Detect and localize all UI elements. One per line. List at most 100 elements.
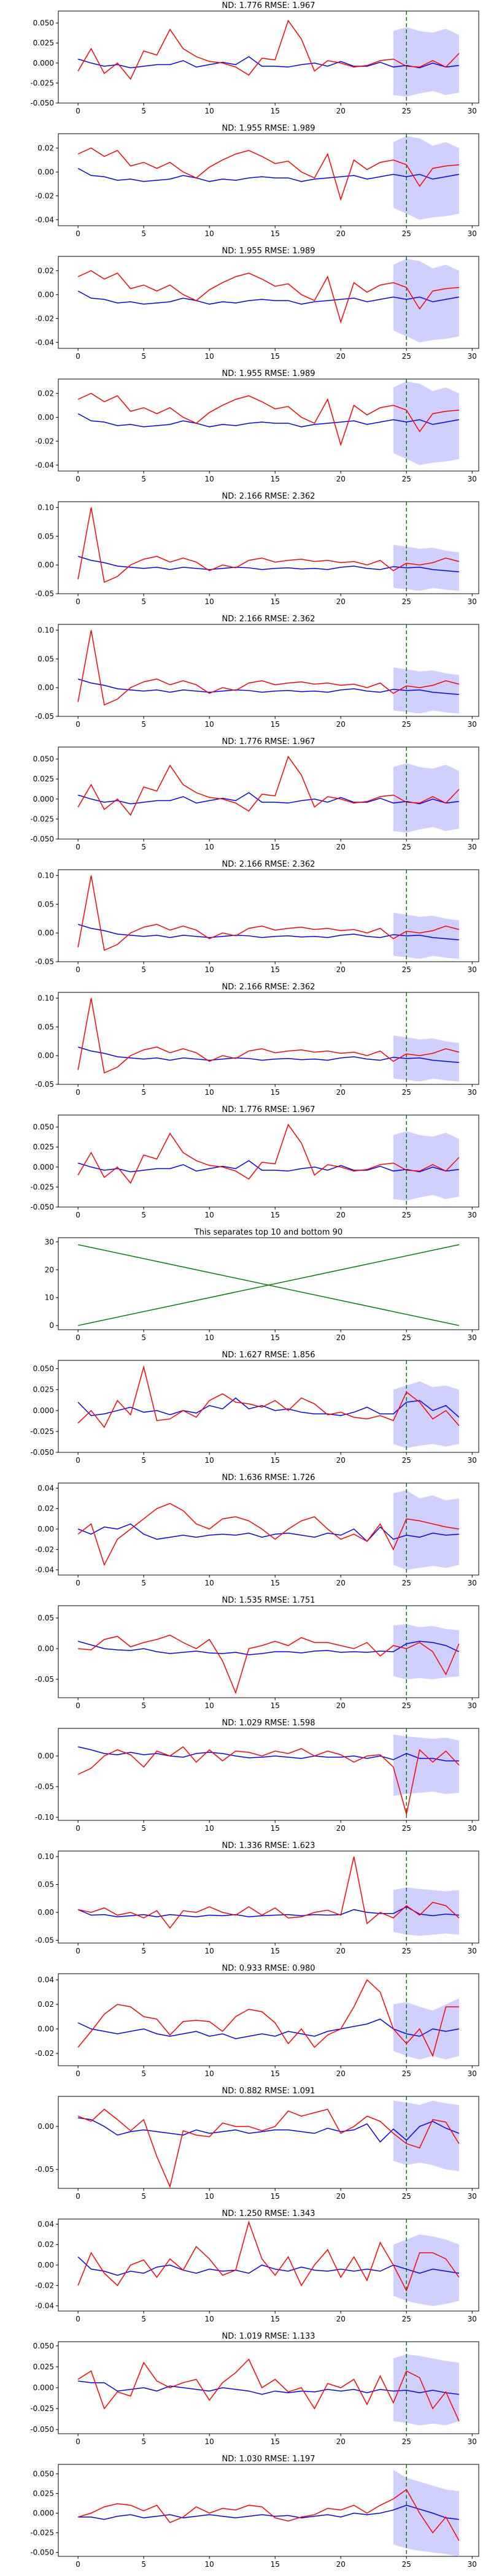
x-tick-label: 30	[468, 1947, 477, 1955]
x-tick-label: 5	[141, 2560, 146, 2569]
x-tick-label: 30	[468, 965, 477, 974]
x-tick-label: 30	[468, 2069, 477, 2078]
x-tick-label: 5	[141, 1211, 146, 1219]
x-tick-label: 5	[141, 107, 146, 115]
chart-title: ND: 1.955 RMSE: 1.989	[222, 247, 315, 256]
x-tick-label: 0	[75, 107, 80, 115]
y-tick-label: 0.02	[37, 2000, 54, 2009]
x-tick-label: 25	[402, 2315, 411, 2323]
y-tick-label: 10	[45, 1294, 54, 1302]
chart-title: ND: 0.933 RMSE: 0.980	[222, 1964, 315, 1973]
actual-series-line	[77, 2220, 460, 2292]
y-tick-label: -0.05	[35, 1936, 54, 1944]
y-tick-label: 0.04	[37, 2220, 54, 2228]
y-tick-label: 0.10	[37, 626, 54, 634]
chart-panel-17: ND: 0.933 RMSE: 0.980 0 5 10 15 20 25 30 -0.02 0.…	[35, 1964, 479, 2078]
x-tick-label: 0	[75, 475, 80, 483]
x-tick-label: 5	[141, 597, 146, 606]
x-tick-label: 10	[205, 1579, 214, 1587]
y-tick-label: 0.04	[37, 1484, 54, 1492]
x-tick-label: 5	[141, 1701, 146, 1710]
x-tick-label: 20	[336, 475, 346, 483]
x-tick-label: 30	[468, 229, 477, 238]
x-tick-label: 10	[205, 597, 214, 606]
plot-frame	[58, 133, 479, 226]
forecast-series-line	[77, 1746, 459, 1761]
y-tick-label: 0.00	[37, 683, 54, 692]
x-tick-label: 10	[205, 1088, 214, 1097]
y-tick-label: 0.025	[33, 2489, 54, 2497]
chart-panel-7: ND: 1.776 RMSE: 1.967 0 5 10 15 20 25 30 -0.050 -…	[30, 737, 479, 851]
forecast-series-line	[77, 1906, 459, 1918]
x-tick-label: 30	[468, 2437, 477, 2446]
x-tick-label: 5	[141, 2192, 146, 2201]
x-tick-label: 25	[402, 843, 411, 851]
actual-series-line	[77, 1124, 460, 1184]
plot-frame	[58, 501, 479, 594]
x-tick-label: 15	[271, 352, 280, 361]
y-tick-label: 0.00	[37, 1752, 54, 1760]
x-tick-label: 15	[271, 1211, 280, 1219]
x-tick-label: 15	[271, 2315, 280, 2323]
x-tick-label: 15	[271, 1088, 280, 1097]
chart-panel-11: This separates top 10 and bottom 90 0 5 10 1…	[45, 1228, 479, 1342]
y-tick-label: 0.050	[33, 1123, 54, 1132]
y-tick-label: -0.05	[35, 1675, 54, 1684]
chart-panel-2: ND: 1.955 RMSE: 1.989 0 5 10 15 20 25 30 -0.04 -0…	[35, 124, 479, 238]
x-tick-label: 0	[75, 1333, 80, 1342]
x-tick-label: 30	[468, 720, 477, 729]
forecast-series-line	[78, 2380, 459, 2395]
y-tick-label: 0.02	[37, 389, 54, 397]
x-tick-label: 0	[75, 1211, 80, 1219]
x-tick-label: 0	[75, 2560, 80, 2569]
x-tick-label: 20	[336, 2315, 346, 2323]
y-tick-label: -0.05	[35, 2165, 54, 2174]
x-tick-label: 0	[75, 1456, 80, 1465]
plot-frame	[58, 1237, 479, 1330]
y-tick-label: 20	[45, 1265, 54, 1274]
y-tick-label: -0.025	[30, 1427, 54, 1436]
y-tick-label: -0.10	[35, 1813, 54, 1822]
y-tick-label: 0.050	[33, 19, 54, 28]
forecast-interval-band	[393, 545, 459, 591]
forecast-interval-band	[393, 27, 459, 97]
x-tick-label: 15	[271, 843, 280, 851]
chart-title: ND: 2.166 RMSE: 2.362	[222, 615, 315, 624]
x-tick-label: 5	[141, 1088, 146, 1097]
y-tick-label: 0.10	[37, 1852, 54, 1861]
y-tick-label: 0.000	[33, 1163, 54, 1171]
x-tick-label: 30	[468, 1701, 477, 1710]
y-tick-label: 0.025	[33, 1386, 54, 1394]
plot-frame	[58, 624, 479, 717]
y-tick-label: 0.10	[37, 994, 54, 1002]
x-tick-label: 25	[402, 1088, 411, 1097]
x-tick-label: 5	[141, 1456, 146, 1465]
chart-title: ND: 1.776 RMSE: 1.967	[222, 737, 315, 746]
x-tick-label: 5	[141, 352, 146, 361]
actual-series-line	[77, 2488, 460, 2541]
chart-panel-15: ND: 1.029 RMSE: 1.598 0 5 10 15 20 25 30 -0.10 -0…	[35, 1719, 479, 1833]
forecast-series-line	[78, 2504, 459, 2520]
x-tick-label: 20	[336, 965, 346, 974]
chart-panel-16: ND: 1.336 RMSE: 1.623 0 5 10 15 20 25 30 -0.05 0.…	[35, 1841, 479, 1955]
x-tick-label: 20	[336, 720, 346, 729]
x-tick-label: 25	[402, 1333, 411, 1342]
actual-series-line	[77, 756, 460, 816]
y-tick-label: 0.000	[33, 2509, 54, 2517]
plot-frame	[58, 2464, 479, 2557]
x-tick-label: 0	[75, 720, 80, 729]
y-tick-label: 0.00	[37, 2122, 54, 2131]
actual-series-line	[77, 875, 460, 951]
x-tick-label: 10	[205, 1824, 214, 1833]
x-tick-label: 10	[205, 843, 214, 851]
y-tick-label: 0.000	[33, 1406, 54, 1415]
chart-title: ND: 1.955 RMSE: 1.989	[222, 124, 315, 133]
plot-frame	[58, 1728, 479, 1821]
chart-title: ND: 1.535 RMSE: 1.751	[222, 1596, 315, 1605]
plot-frame	[58, 256, 479, 349]
plot-frame	[58, 1973, 479, 2066]
chart-title: ND: 1.636 RMSE: 1.726	[222, 1473, 315, 1482]
chart-title: ND: 1.776 RMSE: 1.967	[222, 1, 315, 10]
x-tick-label: 15	[271, 720, 280, 729]
